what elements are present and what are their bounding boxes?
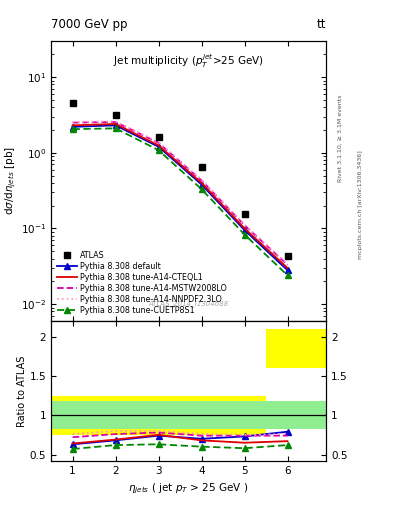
Pythia 8.308 tune-A14-NNPDF2.3LO <box>242 222 247 228</box>
Pythia 8.308 tune-A14-NNPDF2.3LO <box>285 261 290 267</box>
Pythia 8.308 tune-A14-NNPDF2.3LO <box>156 139 161 145</box>
Pythia 8.308 default <box>70 124 75 130</box>
Pythia 8.308 tune-CUETP8S1 <box>113 125 118 132</box>
Pythia 8.308 tune-CUETP8S1 <box>70 126 75 132</box>
Pythia 8.308 tune-A14-CTEQL1 <box>242 225 247 231</box>
Pythia 8.308 default <box>285 267 290 273</box>
Pythia 8.308 tune-A14-MSTW2008LO <box>156 140 161 146</box>
Line: Pythia 8.308 default: Pythia 8.308 default <box>70 122 290 273</box>
Pythia 8.308 default <box>113 122 118 129</box>
Pythia 8.308 default <box>199 181 204 187</box>
Pythia 8.308 tune-CUETP8S1 <box>242 231 247 238</box>
Line: Pythia 8.308 tune-A14-CTEQL1: Pythia 8.308 tune-A14-CTEQL1 <box>73 124 288 268</box>
Line: Pythia 8.308 tune-A14-NNPDF2.3LO: Pythia 8.308 tune-A14-NNPDF2.3LO <box>73 121 288 264</box>
ATLAS <box>156 134 161 140</box>
ATLAS <box>199 164 204 170</box>
ATLAS <box>242 211 247 217</box>
Pythia 8.308 default <box>242 227 247 233</box>
Y-axis label: d$\sigma$/d$n_{jets}$ [pb]: d$\sigma$/d$n_{jets}$ [pb] <box>4 146 18 216</box>
Pythia 8.308 tune-CUETP8S1 <box>199 186 204 192</box>
Text: Rivet 3.1.10, ≥ 3.1M events: Rivet 3.1.10, ≥ 3.1M events <box>338 95 343 182</box>
Pythia 8.308 tune-CUETP8S1 <box>285 272 290 279</box>
Pythia 8.308 tune-CUETP8S1 <box>156 147 161 153</box>
Pythia 8.308 tune-A14-NNPDF2.3LO <box>113 118 118 124</box>
Text: mcplots.cern.ch [arXiv:1306.3436]: mcplots.cern.ch [arXiv:1306.3436] <box>358 151 363 259</box>
Pythia 8.308 tune-A14-CTEQL1 <box>70 122 75 129</box>
Pythia 8.308 tune-A14-MSTW2008LO <box>199 177 204 183</box>
Text: tt: tt <box>317 18 326 31</box>
ATLAS <box>113 112 118 118</box>
Legend: ATLAS, Pythia 8.308 default, Pythia 8.308 tune-A14-CTEQL1, Pythia 8.308 tune-A14: ATLAS, Pythia 8.308 default, Pythia 8.30… <box>55 249 229 317</box>
Pythia 8.308 tune-A14-NNPDF2.3LO <box>70 119 75 125</box>
Y-axis label: Ratio to ATLAS: Ratio to ATLAS <box>17 355 27 426</box>
Pythia 8.308 tune-A14-CTEQL1 <box>199 180 204 186</box>
Text: Jet multiplicity ($p_T^{jet}$>25 GeV): Jet multiplicity ($p_T^{jet}$>25 GeV) <box>113 52 264 70</box>
Text: 7000 GeV pp: 7000 GeV pp <box>51 18 128 31</box>
Pythia 8.308 tune-A14-CTEQL1 <box>285 265 290 271</box>
Line: ATLAS: ATLAS <box>69 100 291 260</box>
Pythia 8.308 tune-A14-CTEQL1 <box>113 121 118 127</box>
Pythia 8.308 tune-A14-MSTW2008LO <box>242 222 247 228</box>
Pythia 8.308 default <box>156 144 161 150</box>
ATLAS <box>70 100 75 106</box>
Line: Pythia 8.308 tune-A14-MSTW2008LO: Pythia 8.308 tune-A14-MSTW2008LO <box>73 122 288 265</box>
Pythia 8.308 tune-A14-NNPDF2.3LO <box>199 177 204 183</box>
Pythia 8.308 tune-A14-CTEQL1 <box>156 142 161 148</box>
Pythia 8.308 tune-A14-MSTW2008LO <box>113 119 118 125</box>
ATLAS <box>285 253 290 259</box>
Pythia 8.308 tune-A14-MSTW2008LO <box>285 262 290 268</box>
X-axis label: $\eta_{jets}$ ( jet $p_T$ > 25 GeV ): $\eta_{jets}$ ( jet $p_T$ > 25 GeV ) <box>129 481 249 496</box>
Text: ATLAS_2014_I1304688: ATLAS_2014_I1304688 <box>149 301 229 307</box>
Pythia 8.308 tune-A14-MSTW2008LO <box>70 119 75 125</box>
Line: Pythia 8.308 tune-CUETP8S1: Pythia 8.308 tune-CUETP8S1 <box>70 125 290 278</box>
